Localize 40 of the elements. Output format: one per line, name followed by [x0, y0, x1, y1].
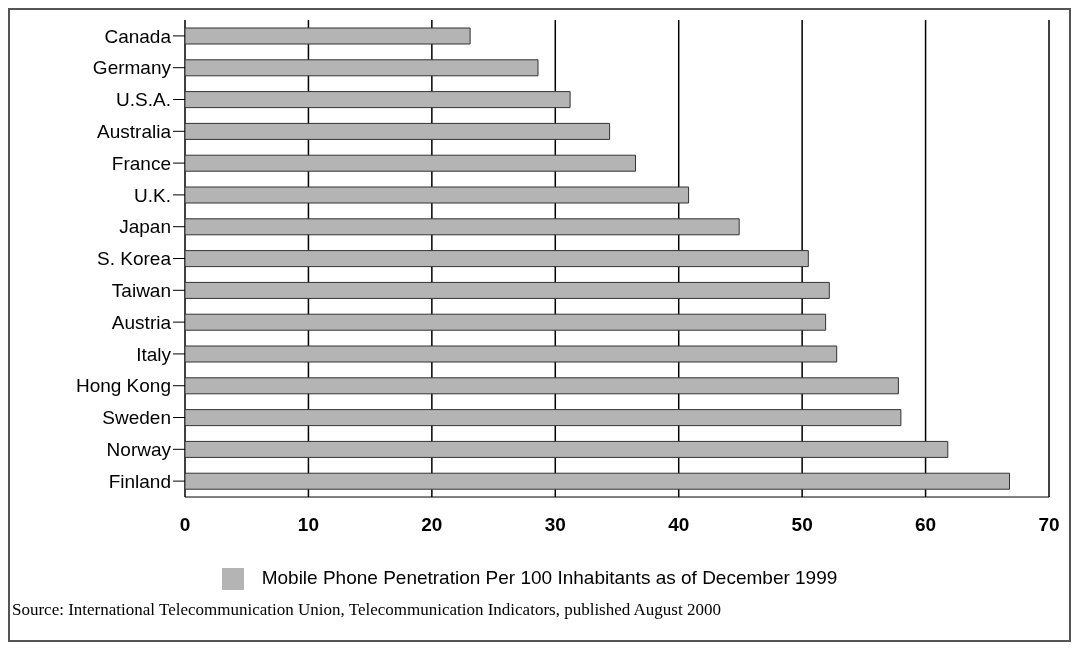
y-tick-label: U.K. — [134, 184, 171, 206]
y-tick-label: France — [111, 152, 171, 174]
y-tick-label: Italy — [136, 343, 172, 365]
source-note: Source: International Telecommunication Union, Telecommunication Indicators, published August 2000 — [12, 600, 722, 620]
y-tick-label: S. Korea — [97, 248, 172, 270]
bar — [185, 440, 949, 458]
y-tick-label: Taiwan — [111, 280, 171, 302]
legend-label: Mobile Phone Penetration Per 100 Inhabitants as of December 1999 — [261, 567, 838, 589]
bar — [185, 345, 838, 363]
x-tick-label: 70 — [1038, 513, 1060, 535]
x-tick-label: 40 — [668, 513, 690, 535]
x-tick-label: 20 — [421, 513, 443, 535]
x-tick-label: 50 — [791, 513, 813, 535]
bar — [185, 59, 539, 77]
y-tick-label: Finland — [108, 470, 171, 492]
y-tick-label: Japan — [119, 216, 171, 238]
bar — [185, 313, 827, 331]
y-tick-label: Norway — [106, 439, 172, 461]
bar — [185, 186, 690, 204]
x-tick-label: 0 — [179, 513, 191, 535]
y-tick-label: Hong Kong — [75, 375, 171, 397]
bar — [185, 250, 809, 268]
y-tick-label: Canada — [104, 25, 172, 47]
bar — [185, 122, 611, 140]
bar — [185, 281, 830, 299]
y-tick-label: U.S.A. — [116, 89, 171, 111]
bar — [185, 472, 1010, 490]
y-tick-label: Sweden — [102, 407, 171, 429]
x-tick-label: 10 — [297, 513, 319, 535]
bar — [185, 27, 471, 45]
bar — [185, 218, 740, 236]
y-tick-label: Australia — [97, 121, 172, 143]
bar — [185, 154, 637, 172]
bar — [185, 409, 902, 427]
x-tick-label: 30 — [544, 513, 566, 535]
y-tick-label: Germany — [92, 57, 172, 79]
x-tick-label: 60 — [915, 513, 937, 535]
y-tick-label: Austria — [111, 311, 172, 333]
bar — [185, 91, 571, 109]
bar — [185, 377, 899, 395]
